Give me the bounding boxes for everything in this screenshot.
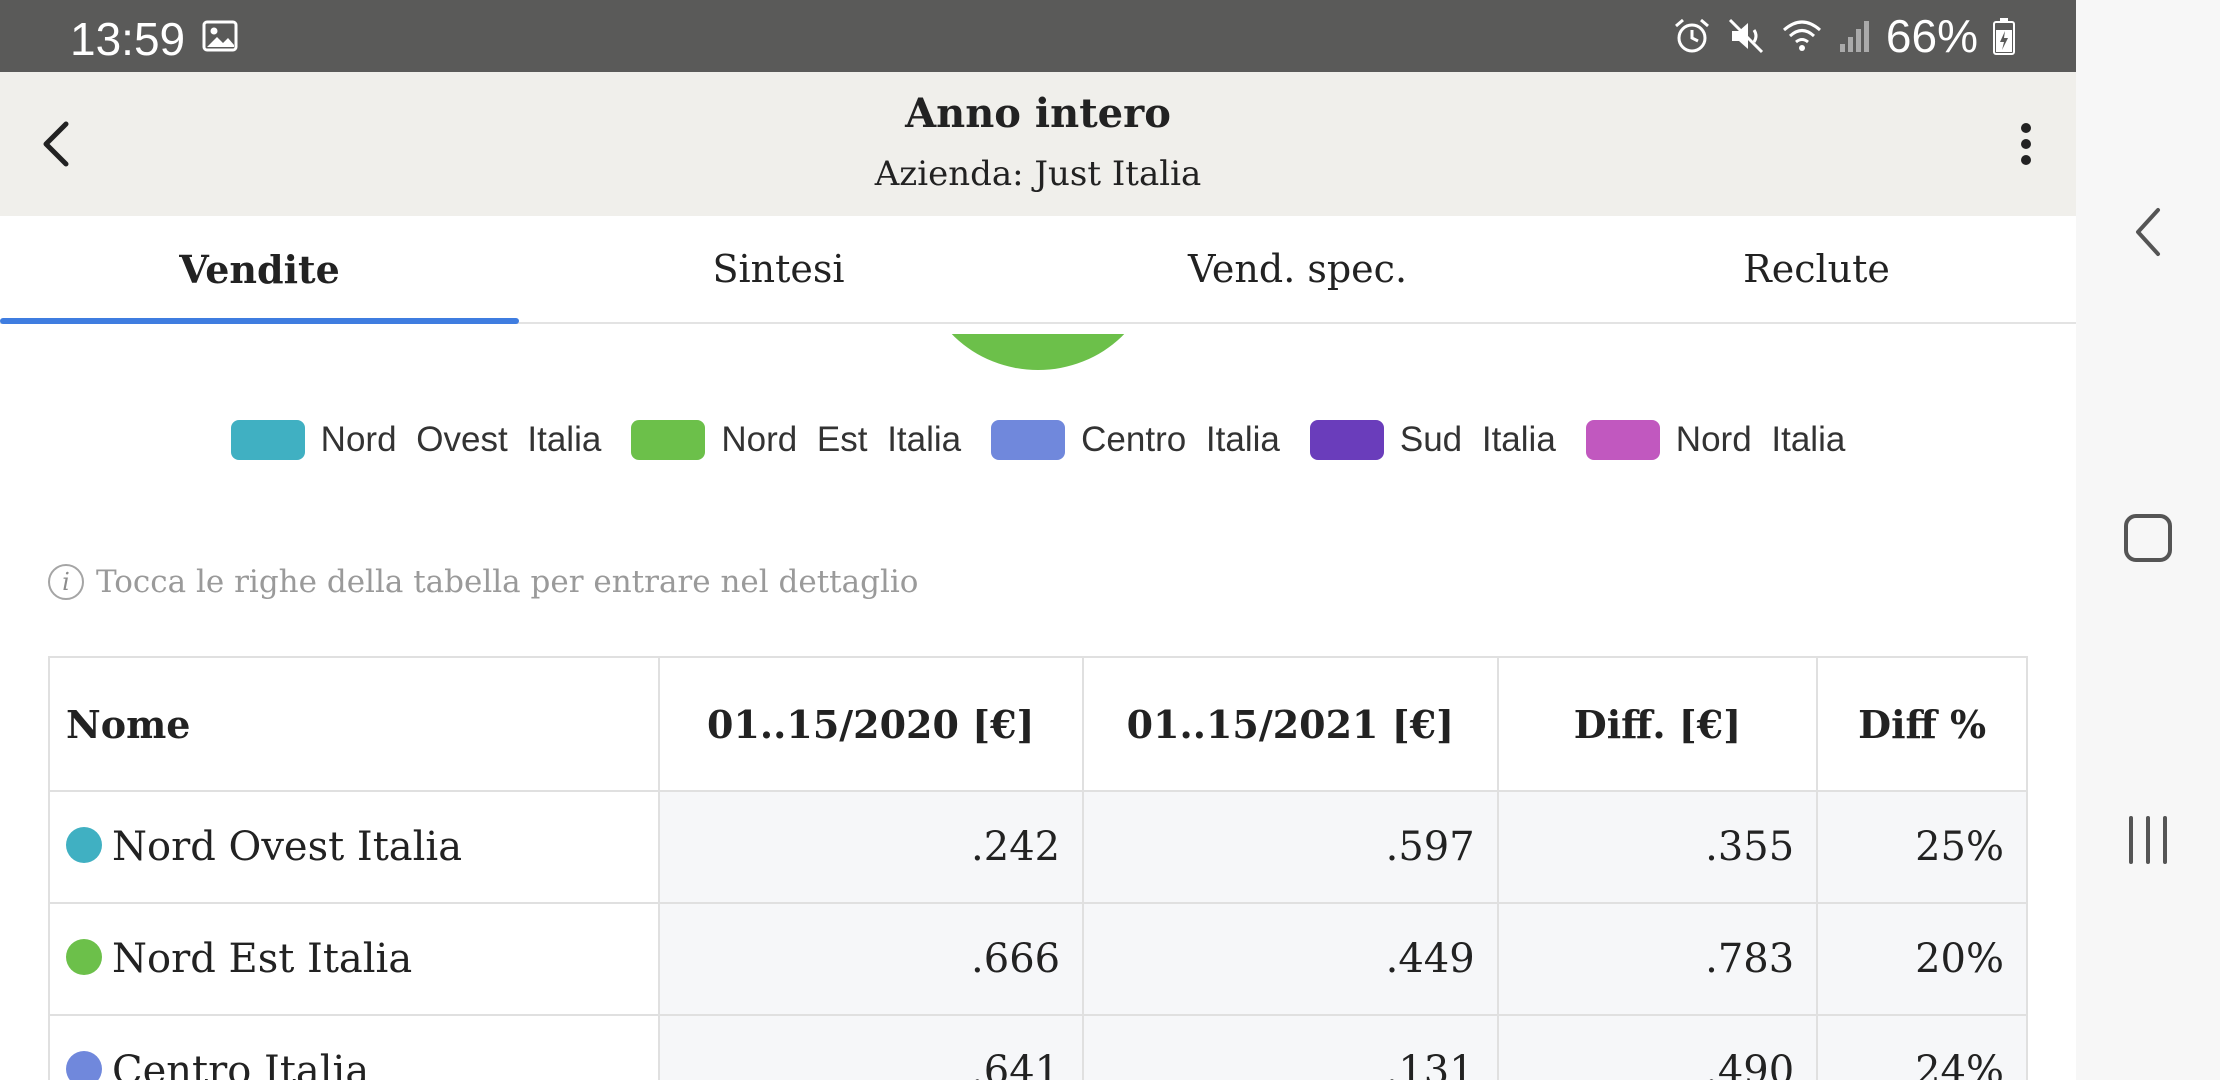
back-button[interactable] [20,104,92,184]
page-subtitle: Azienda: Just Italia [874,154,1202,194]
value-diff: .490 [1496,1014,1819,1080]
nav-home-icon [2124,514,2172,562]
value-2021: .597 [1082,790,1499,904]
info-hint: i Tocca le righe della tabella per entra… [48,564,918,600]
value-2020: .242 [657,790,1085,904]
value-2021: .131 [1082,1014,1499,1080]
value-diff: .355 [1496,790,1819,904]
nav-recents-button[interactable] [2076,790,2220,890]
mute-icon [1726,16,1766,56]
image-icon [202,18,238,54]
tab-vend-spec[interactable]: Vend. spec. [1038,216,1557,322]
legend-item: Nord Italia [1585,420,1846,460]
content-area[interactable]: Nord Ovest Italia Nord Est Italia Centro… [0,324,2076,1080]
tab-label: Vendite [179,246,340,292]
page-title: Anno intero [905,90,1171,137]
column-header-2021[interactable]: 01..15/2021 [€] [1082,656,1499,792]
nav-back-icon [2136,208,2160,256]
pie-chart-clip [900,324,1180,334]
legend-label: Nord Est Italia [721,420,962,459]
table-row[interactable]: Nord Est Italia .666 .449 .783 20% [48,902,2028,1016]
value-diff-pct: 24% [1816,1014,2028,1080]
value-diff-pct: 20% [1816,902,2028,1016]
app-bar: Anno intero Azienda: Just Italia [0,72,2076,216]
region-color-dot [66,827,102,863]
status-icons: 66% [1672,8,2016,64]
row-name: Nord Est Italia [112,936,413,982]
row-name-cell: Centro Italia [48,1014,660,1080]
tab-vendite[interactable]: Vendite [0,216,519,324]
row-name: Centro Italia [112,1048,370,1080]
value-diff-pct: 25% [1816,790,2028,904]
legend-item: Centro Italia [991,420,1280,460]
more-options-button[interactable] [1996,104,2056,184]
back-arrow-icon [43,121,69,167]
column-header-2020[interactable]: 01..15/2020 [€] [657,656,1085,792]
legend-label: Sud Italia [1399,420,1556,459]
value-2021: .449 [1082,902,1499,1016]
legend-item: Sud Italia [1309,420,1556,460]
tab-label: Reclute [1743,247,1890,291]
status-bar: 13:59 66% [0,0,2076,72]
legend-swatch [1309,420,1384,460]
sales-table: Nome 01..15/2020 [€] 01..15/2021 [€] Dif… [48,656,2028,1080]
info-text: Tocca le righe della tabella per entrare… [96,564,919,600]
alarm-icon [1672,16,1712,56]
region-color-dot [66,1051,102,1080]
legend-swatch [230,420,305,460]
legend-swatch [1585,420,1660,460]
battery-icon [1992,16,2016,56]
tab-sintesi[interactable]: Sintesi [519,216,1038,322]
legend-item: Nord Est Italia [631,420,961,460]
active-tab-indicator [0,318,519,324]
table-header-row: Nome 01..15/2020 [€] 01..15/2021 [€] Dif… [48,656,2028,792]
column-header-diff[interactable]: Diff. [€] [1496,656,1819,792]
legend-swatch [991,420,1066,460]
signal-icon [1838,16,1872,56]
row-name: Nord Ovest Italia [112,824,463,870]
legend-swatch [631,420,706,460]
row-name-cell: Nord Ovest Italia [48,790,660,904]
nav-home-button[interactable] [2076,488,2220,588]
legend-label: Centro Italia [1081,420,1280,459]
column-header-diff-pct[interactable]: Diff % [1816,656,2028,792]
status-time: 13:59 [70,13,186,65]
nav-recents-icon [2129,816,2167,864]
tab-reclute[interactable]: Reclute [1557,216,2076,322]
region-color-dot [66,939,102,975]
chart-legend: Nord Ovest Italia Nord Est Italia Centro… [0,420,2076,460]
tab-bar: Vendite Sintesi Vend. spec. Reclute [0,216,2076,324]
legend-label: Nord Italia [1675,420,1846,459]
system-navigation-bar [2076,0,2220,1080]
column-header-nome[interactable]: Nome [48,656,660,792]
table-row[interactable]: Nord Ovest Italia .242 .597 .355 25% [48,790,2028,904]
info-icon: i [48,564,84,600]
table-row[interactable]: Centro Italia .641 .131 .490 24% [48,1014,2028,1080]
battery-percent: 66% [1885,10,1978,62]
nav-back-button[interactable] [2076,182,2220,282]
row-name-cell: Nord Est Italia [48,902,660,1016]
wifi-icon [1780,16,1824,56]
tab-label: Sintesi [712,247,845,291]
tab-label: Vend. spec. [1187,247,1408,291]
value-2020: .641 [657,1014,1085,1080]
more-vert-icon [2021,123,2031,165]
value-2020: .666 [657,902,1085,1016]
value-diff: .783 [1496,902,1819,1016]
legend-label: Nord Ovest Italia [320,420,602,459]
legend-item: Nord Ovest Italia [230,420,602,460]
